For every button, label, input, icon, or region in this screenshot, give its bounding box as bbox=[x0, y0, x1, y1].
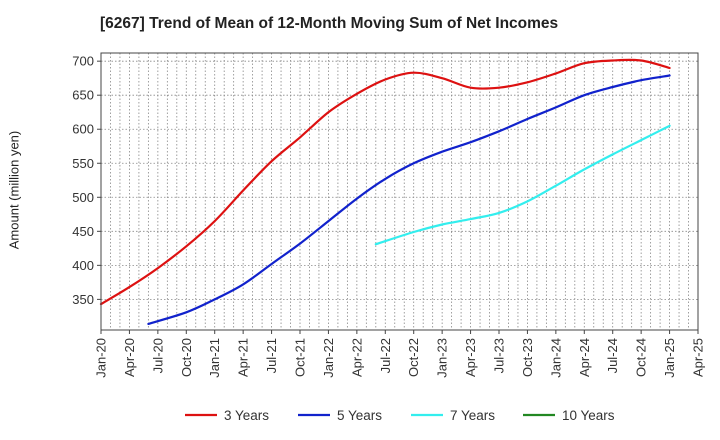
y-tick-label: 500 bbox=[72, 190, 94, 205]
series-line-7-years bbox=[374, 124, 671, 246]
x-tick-label: Apr-21 bbox=[236, 338, 251, 377]
x-axis-ticks: Jan-20 Apr-20 Jul-20 Oct-20 Jan-21 Apr-21 Jul-… bbox=[94, 330, 706, 378]
x-tick-label: Oct-20 bbox=[179, 338, 194, 377]
y-tick-label: 550 bbox=[72, 156, 94, 171]
series-line-5-years bbox=[147, 74, 671, 325]
x-tick-label: Jul-20 bbox=[150, 338, 165, 373]
grid bbox=[101, 53, 698, 330]
x-tick-label: Jan-25 bbox=[662, 338, 677, 378]
series-line-3-years bbox=[99, 58, 671, 306]
legend-label: 5 Years bbox=[337, 408, 382, 423]
x-tick-label: Oct-22 bbox=[406, 338, 421, 377]
legend-label: 7 Years bbox=[450, 408, 495, 423]
x-tick-label: Jan-24 bbox=[548, 338, 563, 378]
x-tick-label: Jan-20 bbox=[94, 338, 109, 378]
x-tick-label: Oct-21 bbox=[293, 338, 308, 377]
x-tick-label: Apr-22 bbox=[349, 338, 364, 377]
x-tick-label: Jul-21 bbox=[264, 338, 279, 373]
x-tick-label: Jul-22 bbox=[378, 338, 393, 373]
y-tick-label: 400 bbox=[72, 258, 94, 273]
y-tick-label: 350 bbox=[72, 292, 94, 307]
x-tick-label: Apr-23 bbox=[463, 338, 478, 377]
legend: 3 Years 5 Years 7 Years 10 Years bbox=[185, 408, 615, 423]
x-tick-label: Oct-23 bbox=[520, 338, 535, 377]
x-tick-label: Jan-22 bbox=[321, 338, 336, 378]
x-tick-label: Oct-24 bbox=[634, 338, 649, 377]
y-tick-label: 600 bbox=[72, 122, 94, 137]
legend-label: 3 Years bbox=[224, 408, 269, 423]
x-tick-label: Jan-23 bbox=[435, 338, 450, 378]
x-tick-label: Jul-23 bbox=[492, 338, 507, 373]
x-tick-label: Apr-20 bbox=[122, 338, 137, 377]
x-tick-label: Apr-24 bbox=[577, 338, 592, 377]
series-lines bbox=[99, 58, 671, 325]
legend-label: 10 Years bbox=[562, 408, 615, 423]
x-tick-label: Jan-21 bbox=[207, 338, 222, 378]
y-axis-ticks: 350 400 450 500 550 600 650 700 bbox=[72, 54, 101, 307]
y-tick-label: 450 bbox=[72, 224, 94, 239]
y-tick-label: 700 bbox=[72, 54, 94, 69]
x-tick-label: Apr-25 bbox=[691, 338, 706, 377]
chart-title: [6267] Trend of Mean of 12-Month Moving … bbox=[100, 15, 559, 32]
y-tick-label: 650 bbox=[72, 88, 94, 103]
plot-frame bbox=[100, 52, 699, 331]
x-tick-label: Jul-24 bbox=[605, 338, 620, 373]
